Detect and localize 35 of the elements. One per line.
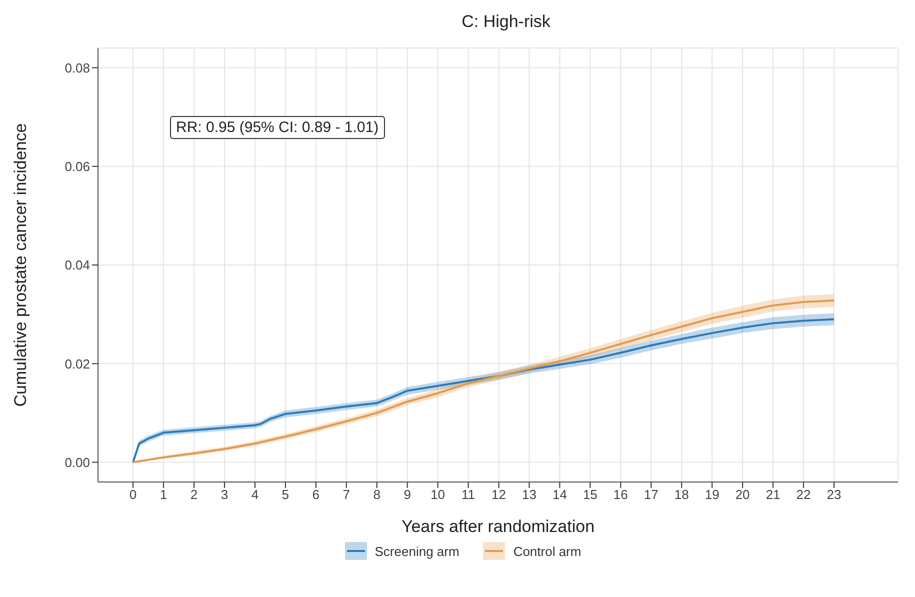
x-tick-label: 21 [766, 487, 780, 502]
chart-title: C: High-risk [460, 12, 552, 32]
annotation: RR: 0.95 (95% CI: 0.89 - 1.01) [170, 116, 385, 139]
x-tick-label: 9 [404, 487, 411, 502]
x-tick-label: 23 [826, 487, 842, 502]
x-tick-label: 15 [582, 487, 598, 502]
x-tick-label: 19 [704, 487, 720, 502]
y-axis-title: Cumulative prostate cancer incidence [11, 123, 30, 407]
legend-label: Screening arm [374, 544, 460, 558]
x-tick-label: 14 [552, 487, 567, 502]
x-tick-label: 3 [220, 487, 228, 502]
x-tick-label: 8 [373, 487, 380, 502]
y-tick-label: 0.06 [64, 158, 90, 174]
x-tick-label: 7 [342, 487, 350, 502]
y-tick-label: 0.04 [64, 258, 90, 273]
x-tick-label: 4 [251, 487, 259, 502]
x-tick-label: 11 [462, 487, 476, 502]
x-tick-label: 12 [492, 487, 506, 502]
y-tick-label: 0.08 [64, 60, 90, 76]
y-tick-label: 0.02 [64, 356, 90, 372]
legend-label: Control arm [513, 544, 582, 558]
x-tick-label: 1 [160, 487, 168, 502]
x-tick-label: 0 [129, 487, 137, 502]
x-tick-label: 20 [735, 487, 750, 502]
x-tick-label: 18 [674, 487, 689, 502]
x-tick-label: 6 [312, 487, 320, 502]
x-tick-label: 13 [522, 487, 536, 502]
x-tick-label: 10 [430, 487, 446, 502]
y-tick-label: 0.00 [64, 454, 90, 470]
x-tick-label: 2 [190, 487, 198, 502]
x-tick-label: 22 [796, 487, 811, 502]
x-tick-label: 5 [282, 487, 290, 502]
x-tick-label: 16 [613, 487, 628, 502]
x-axis-title: Years after randomization [401, 517, 595, 536]
x-tick-label: 17 [644, 487, 658, 502]
